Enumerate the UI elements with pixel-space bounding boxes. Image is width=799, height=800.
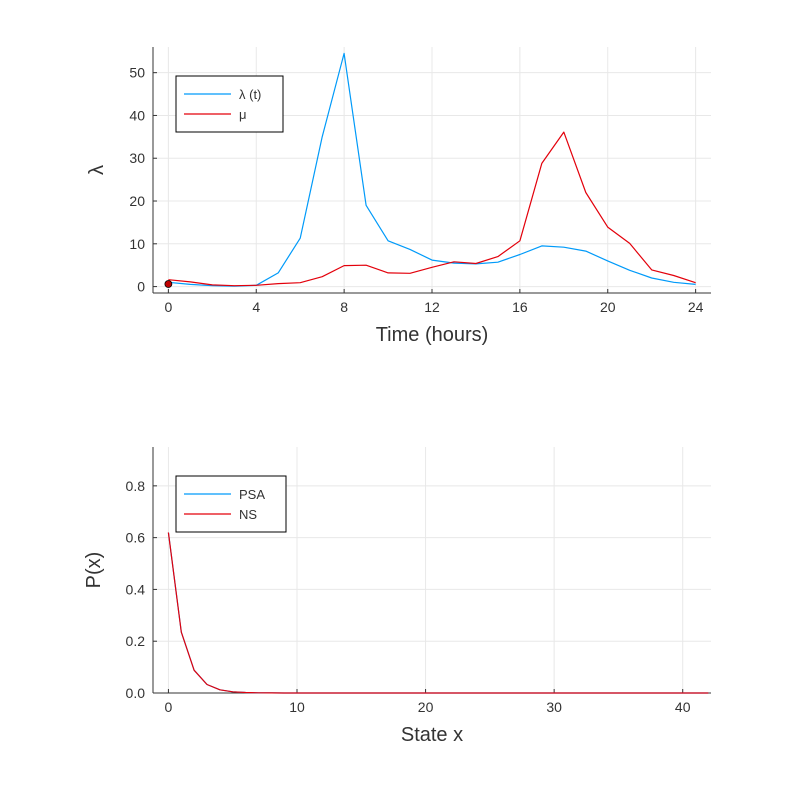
x-tick-label: 10	[289, 699, 305, 715]
top-chart-lambda-mu: 0 4 8 12 16 20 24 0 10 20 30 40 50 Time (hours) λ λ (t)…	[86, 47, 711, 346]
y-tick-label: 50	[129, 65, 145, 81]
legend-label: NS	[239, 507, 257, 522]
x-tick-label: 40	[675, 699, 691, 715]
legend-label: λ (t)	[239, 87, 261, 102]
series-line-second	[167, 532, 709, 694]
x-axis-label: State x	[401, 724, 463, 746]
x-tick-label: 20	[600, 299, 616, 315]
x-axis-label: Time (hours)	[376, 324, 489, 346]
legend-box	[175, 75, 284, 133]
y-tick-label: 0	[137, 279, 145, 295]
bottom-chart-state-probability: 0 10 20 30 40 0.0 0.2 0.4 0.6 0.8 State x P(x) PSA NS	[83, 447, 711, 746]
x-tick-label: 16	[512, 299, 528, 315]
x-tick-label: 8	[340, 299, 348, 315]
x-tick-label: 0	[164, 299, 172, 315]
y-tick-label: 0.6	[126, 530, 146, 546]
y-tick-label: 10	[129, 236, 145, 252]
x-tick-label: 30	[546, 699, 562, 715]
x-tick-label: 12	[424, 299, 440, 315]
y-tick-label: 0.0	[126, 685, 146, 701]
y-axis-label: P(x)	[83, 552, 105, 589]
legend-box	[175, 475, 287, 533]
legend: PSA NS	[175, 475, 287, 533]
x-tick-label: 4	[252, 299, 260, 315]
legend: λ (t) μ	[175, 75, 284, 133]
y-tick-label: 0.8	[126, 478, 146, 494]
x-tick-label: 20	[418, 699, 434, 715]
y-tick-label: 0.2	[126, 633, 146, 649]
series-line-second	[168, 131, 696, 287]
legend-label: μ	[239, 107, 247, 122]
legend-label: PSA	[239, 487, 265, 502]
y-tick-label: 20	[129, 193, 145, 209]
y-axis-label: λ	[86, 165, 108, 175]
y-tick-label: 40	[129, 107, 145, 123]
y-tick-label: 0.4	[126, 581, 146, 597]
x-tick-label: 24	[688, 299, 704, 315]
y-tick-label: 30	[129, 150, 145, 166]
data-point-marker	[164, 280, 173, 288]
x-tick-label: 0	[165, 699, 173, 715]
